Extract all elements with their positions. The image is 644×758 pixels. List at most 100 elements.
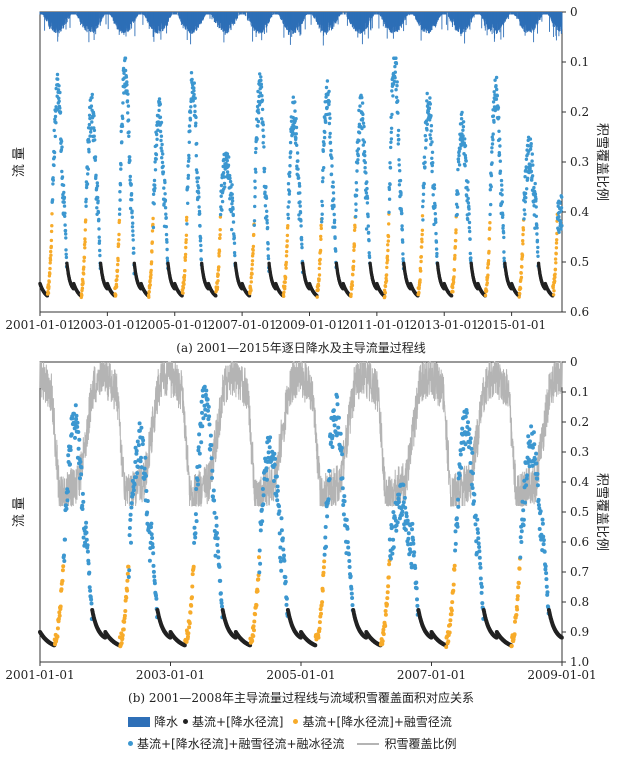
flow-point	[56, 77, 60, 81]
flow-point	[256, 119, 261, 124]
flow-point	[115, 278, 119, 282]
flow-point	[329, 172, 334, 176]
flow-point	[283, 284, 287, 289]
flow-point	[261, 123, 265, 127]
flow-point	[89, 130, 93, 134]
flow-point	[186, 164, 190, 168]
flow-point	[251, 248, 255, 252]
flow-point	[358, 104, 362, 108]
flow-point	[230, 183, 234, 187]
flow-point	[327, 121, 332, 126]
flow-point	[199, 243, 203, 248]
flow-point	[232, 236, 236, 240]
flow-point	[322, 166, 326, 170]
flow-point	[288, 155, 292, 159]
flow-point	[360, 95, 364, 100]
flow-point	[250, 267, 254, 271]
flow-point	[116, 242, 121, 247]
flow-point	[126, 92, 130, 96]
flow-point	[253, 204, 257, 209]
flow-point	[252, 232, 256, 237]
flow-point	[329, 148, 333, 153]
flow-point	[188, 129, 192, 133]
flow-point	[333, 225, 337, 229]
flow-point	[48, 261, 52, 265]
flow-point	[52, 150, 57, 155]
flow-point	[218, 233, 222, 237]
flow-point	[114, 284, 119, 289]
flow-point	[159, 138, 163, 143]
flow-point	[151, 216, 155, 221]
flow-point	[116, 262, 120, 267]
flow-point	[285, 239, 289, 243]
flow-point	[199, 257, 203, 262]
flow-point	[357, 131, 362, 135]
flow-point	[116, 258, 120, 263]
flow-point	[220, 208, 224, 212]
flow-point	[297, 181, 302, 186]
flow-point	[218, 212, 223, 217]
flow-point	[320, 203, 325, 208]
flow-point	[83, 228, 88, 232]
flow-point	[325, 79, 330, 83]
flow-point	[300, 242, 304, 246]
flow-point	[82, 242, 87, 247]
flow-point	[286, 205, 290, 209]
precipitation-bars	[39, 12, 563, 46]
flow-point	[352, 248, 356, 252]
flow-point	[259, 82, 263, 86]
flow-point	[296, 159, 300, 163]
flow-point	[283, 287, 287, 291]
flow-point	[261, 120, 265, 124]
flow-point	[249, 288, 253, 292]
flow-point	[282, 290, 286, 294]
flow-point	[119, 167, 123, 171]
flow-point	[284, 260, 288, 265]
flow-point	[188, 118, 193, 122]
flow-point	[151, 225, 156, 230]
flow-point	[216, 268, 221, 272]
flow-point	[115, 274, 119, 278]
flow-point	[352, 259, 356, 263]
flow-point	[322, 142, 326, 146]
flow-point	[262, 134, 266, 139]
flow-point	[90, 92, 95, 97]
flow-point	[117, 212, 122, 216]
flow-point	[320, 217, 324, 221]
flow-point	[286, 216, 291, 220]
flow-point	[197, 195, 201, 199]
flow-point	[90, 120, 94, 124]
flow-point	[193, 104, 197, 108]
flow-point	[84, 200, 88, 204]
flow-point	[296, 167, 300, 171]
flow-point	[195, 141, 199, 146]
flow-point	[50, 212, 54, 216]
flow-point	[294, 125, 299, 130]
flow-point	[222, 175, 226, 179]
flow-point	[92, 128, 97, 133]
flow-point	[84, 197, 88, 201]
flow-point	[198, 236, 203, 240]
flow-point	[325, 105, 329, 110]
flow-point	[250, 259, 255, 263]
flow-point	[53, 134, 57, 139]
flow-point	[121, 116, 125, 121]
flow-point	[152, 178, 157, 183]
flow-point	[320, 199, 324, 204]
flow-point	[114, 293, 118, 297]
flow-point	[81, 281, 85, 285]
flow-point	[362, 124, 366, 129]
flow-point	[295, 151, 300, 155]
flow-point	[93, 155, 98, 159]
flow-point	[126, 104, 131, 108]
flow-point	[97, 239, 102, 243]
flow-point	[217, 265, 221, 269]
flow-point	[95, 184, 100, 188]
flow-point	[156, 128, 160, 132]
flow-point	[162, 202, 166, 206]
flow-point	[117, 232, 121, 237]
flow-point	[259, 85, 264, 89]
flow-point	[356, 158, 360, 162]
flow-point	[47, 285, 51, 289]
flow-point	[198, 211, 202, 216]
